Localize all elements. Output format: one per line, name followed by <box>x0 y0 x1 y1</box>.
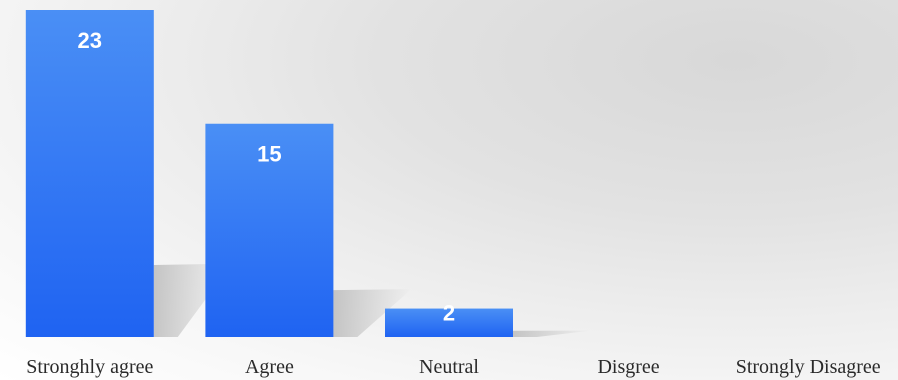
x-axis-labels: Stronghly agree Agree Neutral Disgree Strong… <box>26 356 881 378</box>
x-axis-label: Disgree <box>597 356 659 378</box>
x-axis-label: Neutral <box>419 356 479 378</box>
x-axis-label: Strongly Disagree <box>736 356 881 378</box>
value-labels: 23 15 2 <box>78 28 456 326</box>
bar-shadow <box>513 330 591 337</box>
bar-shadow <box>333 289 412 337</box>
bar-neutral <box>385 308 513 337</box>
data-label: 2 <box>443 301 455 326</box>
bars <box>25 10 513 337</box>
bar-agree <box>205 123 334 337</box>
data-label: 15 <box>257 142 281 167</box>
data-label: 23 <box>78 28 102 53</box>
bar-stronghly-agree <box>25 10 154 337</box>
x-axis-label: Agree <box>245 356 294 378</box>
x-axis-label: Stronghly agree <box>26 356 153 378</box>
